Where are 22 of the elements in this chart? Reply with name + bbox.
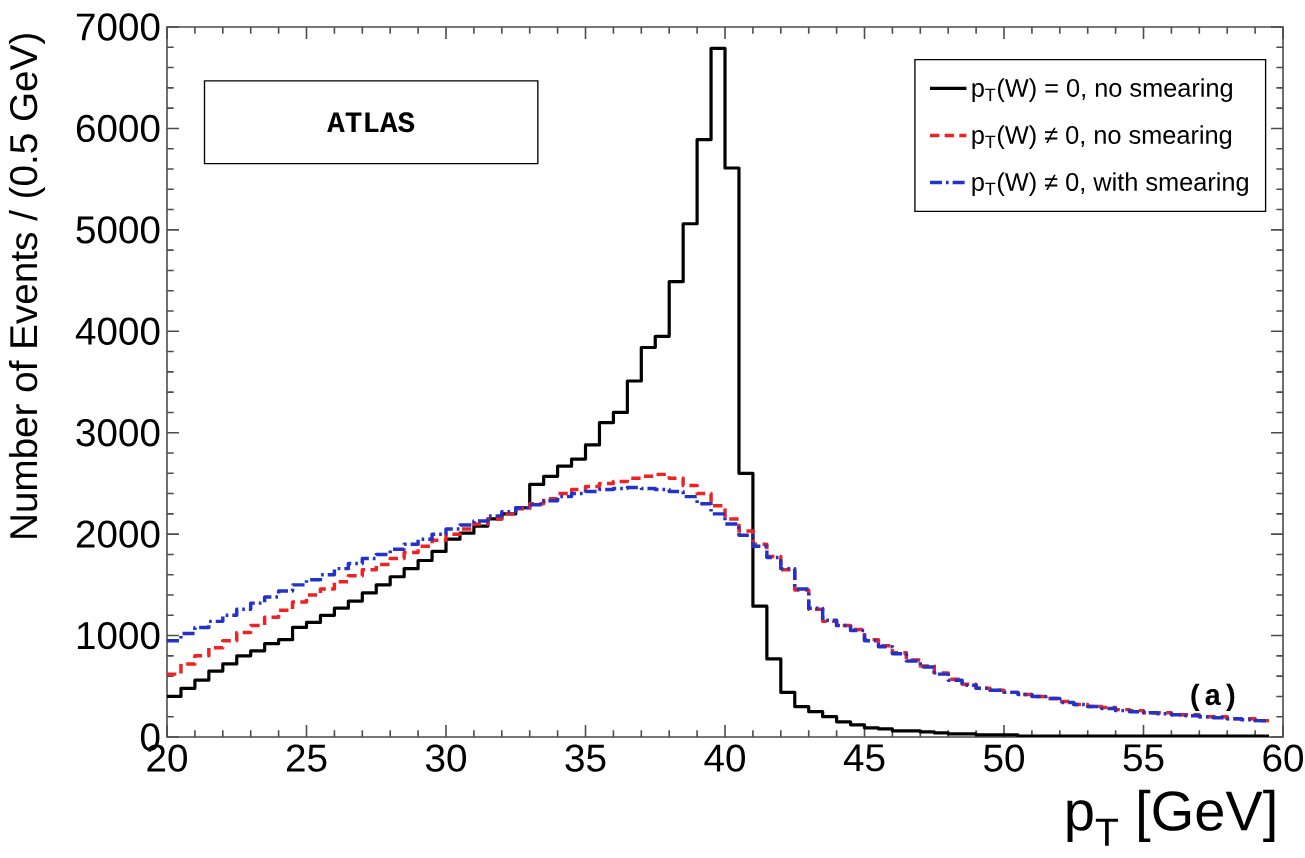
y-tick-label: 7000 bbox=[76, 13, 160, 41]
y-tick-label: 5000 bbox=[76, 216, 160, 244]
legend-label: p$_{T}$(W) ≠ 0, with smearing bbox=[972, 172, 1248, 196]
x-axis-title: p$_{T}$ [GeV] bbox=[1067, 789, 1275, 846]
legend-label: p$_{T}$(W) ≠ 0, no smearing bbox=[972, 125, 1232, 149]
x-tick-label: 45 bbox=[843, 744, 885, 772]
x-tick-label: 60 bbox=[1263, 744, 1303, 772]
x-tick-label: 35 bbox=[565, 744, 606, 772]
x-tick-label: 25 bbox=[286, 744, 327, 772]
y-tick-label: 2000 bbox=[76, 520, 160, 548]
x-tick-label: 30 bbox=[425, 744, 466, 772]
y-tick-label: 1000 bbox=[77, 621, 160, 650]
x-tick-label: 55 bbox=[1123, 744, 1164, 772]
legend-label: p$_{T}$(W) = 0, no smearing bbox=[972, 78, 1232, 102]
x-tick-label: 40 bbox=[704, 744, 745, 772]
annotation: (a) bbox=[1191, 683, 1235, 711]
y-axis-title: Number of Events / (0.5 GeV) bbox=[8, 34, 45, 538]
annotation: ATLAS bbox=[327, 112, 415, 133]
x-tick-label: 50 bbox=[984, 744, 1024, 772]
y-tick-label: 6000 bbox=[76, 114, 160, 143]
y-tick-label: 3000 bbox=[76, 419, 160, 447]
y-tick-label: 4000 bbox=[75, 317, 160, 345]
